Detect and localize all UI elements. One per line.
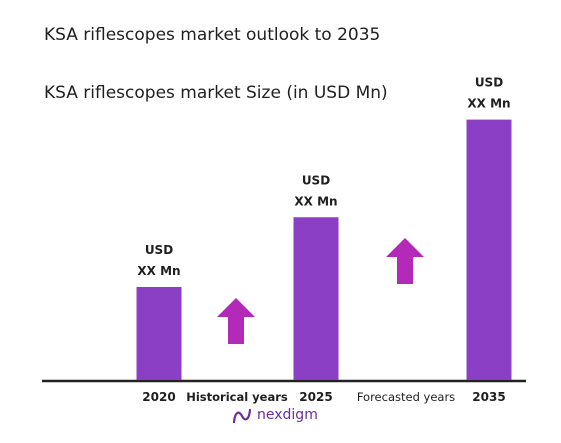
x-tick-label: 2025 <box>299 390 332 404</box>
x-tick-label: 2020 <box>142 390 175 404</box>
bar-2035 <box>466 119 512 380</box>
x-tick-label: 2035 <box>472 390 505 404</box>
arrows-layer: Historical years Forecasted years <box>186 238 455 404</box>
data-label-currency: USD <box>475 76 503 90</box>
arrow-label: Forecasted years <box>357 390 455 404</box>
data-label-value: XX Mn <box>467 97 510 111</box>
chart-title: KSA riflescopes market outlook to 2035 <box>44 25 380 45</box>
bars-layer: USD XX Mn 2020 USD XX Mn 2025 USD XX Mn 2035 <box>136 76 512 404</box>
bar-2025 <box>293 217 339 380</box>
bar-2020 <box>136 287 182 380</box>
nexdigm-logo-icon <box>232 408 252 424</box>
data-label-value: XX Mn <box>137 264 180 278</box>
chart-subtitle: KSA riflescopes market Size (in USD Mn) <box>44 83 388 103</box>
data-label-currency: USD <box>302 173 330 187</box>
up-arrow-icon <box>386 238 424 284</box>
arrow-label: Historical years <box>186 390 288 404</box>
brand-name: nexdigm <box>257 407 318 423</box>
data-label-value: XX Mn <box>294 194 337 208</box>
up-arrow-icon <box>217 298 255 344</box>
data-label-currency: USD <box>145 243 173 257</box>
brand-logo: nexdigm <box>232 407 318 424</box>
